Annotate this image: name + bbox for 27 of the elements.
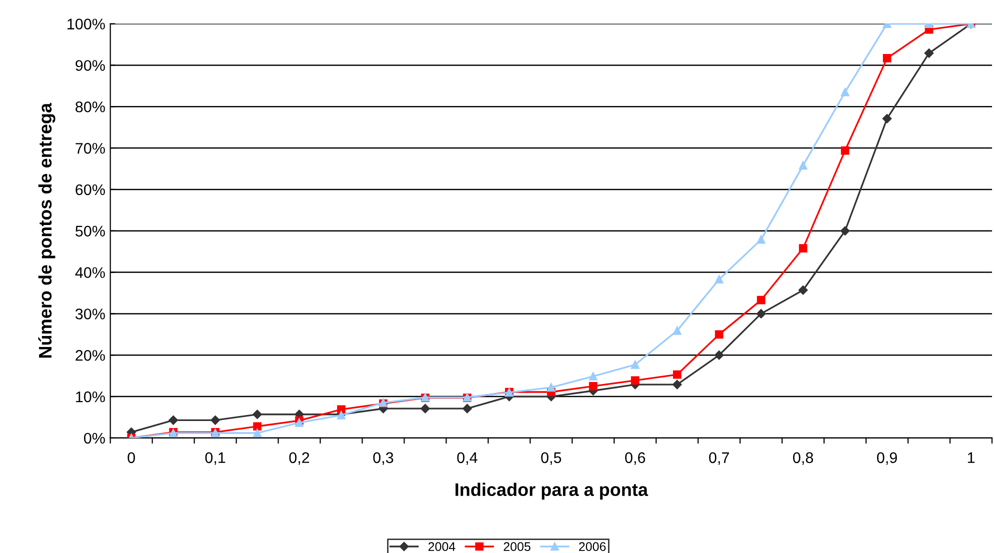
y-tick-label: 30% bbox=[75, 308, 105, 320]
x-tick-label: 0,4 bbox=[457, 452, 478, 465]
y-tick-label: 20% bbox=[76, 350, 105, 361]
y-tick-label: 0% bbox=[84, 432, 105, 444]
legend-label: 2004 bbox=[428, 542, 456, 552]
x-tick-label: 0,5 bbox=[541, 452, 562, 465]
x-tick-label: 0,1 bbox=[205, 452, 226, 465]
y-tick-label: 70% bbox=[76, 142, 105, 154]
y-axis-title: Número de pontos de entrega bbox=[38, 102, 56, 358]
y-tick-label: 80% bbox=[76, 101, 105, 112]
y-tick-label: 10% bbox=[76, 391, 105, 402]
y-tick-label: 90% bbox=[76, 60, 105, 71]
x-tick-label: 0,9 bbox=[877, 452, 897, 465]
x-tick-label: 1 bbox=[968, 452, 975, 463]
y-tick-label: 100% bbox=[68, 18, 105, 30]
x-tick-label: 0,6 bbox=[625, 452, 646, 465]
x-tick-label: 0 bbox=[128, 452, 135, 464]
legend-label: 2006 bbox=[579, 542, 606, 552]
y-tick-label: 60% bbox=[76, 184, 105, 196]
x-tick-label: 0,7 bbox=[709, 452, 729, 465]
y-tick-label: 40% bbox=[75, 267, 105, 278]
x-tick-label: 0,8 bbox=[793, 452, 814, 465]
y-tick-label: 50% bbox=[76, 226, 105, 237]
x-axis-title: Indicador para a ponta bbox=[456, 482, 648, 500]
x-tick-label: 0,2 bbox=[289, 452, 310, 465]
x-tick-label: 0,3 bbox=[373, 452, 394, 465]
legend-label: 2005 bbox=[504, 542, 530, 552]
